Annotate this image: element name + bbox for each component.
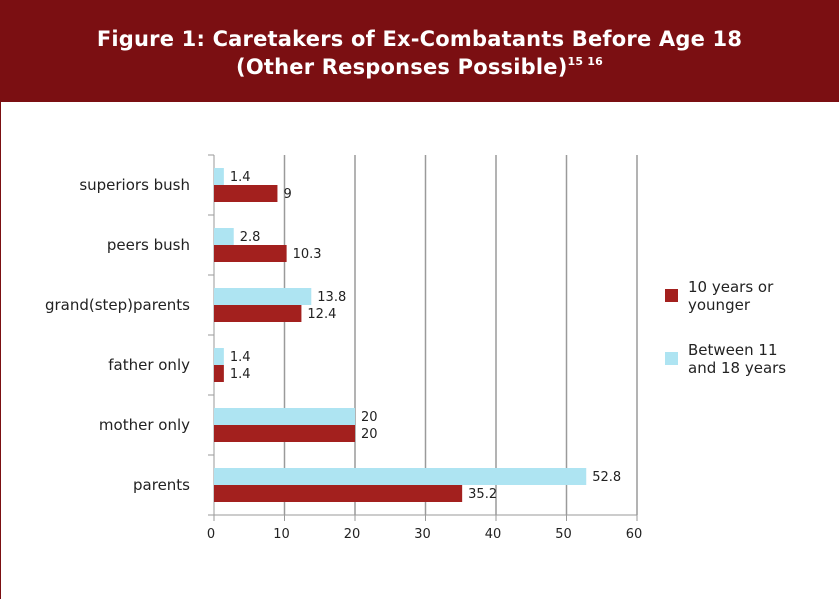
category-label: mother only [99, 416, 190, 434]
category-label: father only [108, 356, 190, 374]
legend-swatch-younger [665, 289, 678, 302]
data-label: 13.8 [317, 290, 346, 305]
category-label: superiors bush [79, 176, 190, 194]
x-tick-label: 40 [485, 527, 502, 542]
data-label: 9 [283, 187, 291, 202]
legend-swatch-older [665, 352, 678, 365]
data-label: 10.3 [293, 247, 322, 262]
figure-subtitle: (Other Responses Possible) [236, 55, 568, 79]
bar-older [214, 228, 234, 245]
legend-label-younger: 10 years or younger [688, 278, 774, 314]
bar-younger [214, 485, 463, 502]
bar-younger [214, 425, 355, 442]
x-tick-label: 0 [207, 527, 215, 542]
bar-younger [214, 305, 302, 322]
footnote-refs: 15 16 [567, 55, 603, 68]
bar-older [214, 468, 587, 485]
x-tick-label: 30 [414, 527, 431, 542]
bar-older [214, 348, 224, 365]
category-label: grand(step)parents [45, 296, 190, 314]
category-label: peers bush [107, 236, 190, 254]
bar-younger [214, 365, 224, 382]
legend-label-older: Between 11 and 18 years [688, 341, 787, 377]
x-tick-label: 20 [344, 527, 361, 542]
x-tick-label: 50 [555, 527, 572, 542]
legend-item-younger: 10 years or younger [662, 278, 838, 314]
figure-header: Figure 1: Caretakers of Ex-Combatants Be… [0, 0, 839, 102]
bar-older [214, 288, 312, 305]
chart-legend: 10 years or younger Between 11 and 18 ye… [662, 278, 838, 377]
data-label: 20 [361, 427, 378, 442]
data-label: 12.4 [307, 307, 336, 322]
category-label: parents [133, 476, 190, 494]
bar-older [214, 408, 355, 425]
x-tick-label: 10 [273, 527, 290, 542]
data-label: 20 [361, 410, 378, 425]
data-label: 2.8 [240, 230, 261, 245]
bar-younger [214, 185, 278, 202]
data-label: 52.8 [592, 470, 621, 485]
x-tick-label: 60 [626, 527, 643, 542]
legend-item-older: Between 11 and 18 years [662, 341, 838, 377]
data-label: 1.4 [230, 170, 251, 185]
figure-title-line-2: (Other Responses Possible)15 16 [0, 53, 839, 81]
data-label: 1.4 [230, 367, 251, 382]
bar-older [214, 168, 224, 185]
data-label: 35.2 [468, 487, 497, 502]
data-label: 1.4 [230, 350, 251, 365]
bar-younger [214, 245, 287, 262]
figure-title-line-1: Figure 1: Caretakers of Ex-Combatants Be… [96, 27, 743, 51]
